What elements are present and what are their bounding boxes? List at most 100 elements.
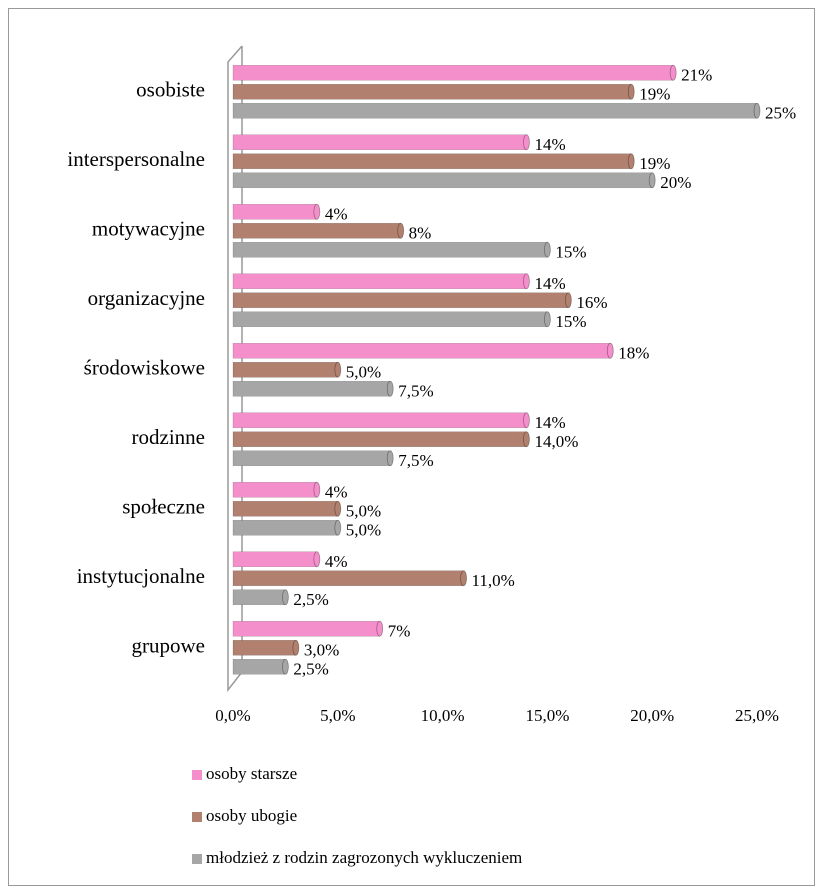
bar-end <box>313 551 321 568</box>
bar <box>232 640 297 656</box>
bar-end <box>523 273 530 290</box>
bar-end <box>627 83 635 100</box>
bar-end <box>627 153 635 170</box>
bar <box>232 153 632 169</box>
bar-end <box>397 222 405 239</box>
bar <box>232 273 527 289</box>
value-label: 7,5% <box>398 451 433 470</box>
value-label: 14% <box>534 135 565 154</box>
bar <box>232 621 380 637</box>
value-label: 19% <box>639 85 670 104</box>
bar-end <box>564 292 572 309</box>
bar-end <box>386 450 394 467</box>
bar <box>232 362 339 378</box>
bar-end <box>523 412 530 429</box>
bar-end <box>334 500 342 517</box>
x-tick-label: 10,0% <box>421 706 465 725</box>
bar-end <box>753 102 761 119</box>
bar <box>232 431 527 447</box>
x-tick-label: 25,0% <box>735 706 779 725</box>
bar-end <box>292 639 300 656</box>
bar-end <box>281 658 289 675</box>
bar-end <box>334 519 342 536</box>
bar <box>232 292 569 308</box>
value-label: 14% <box>534 413 565 432</box>
bar-end <box>544 241 551 258</box>
value-label: 11,0% <box>472 571 515 590</box>
bar-end <box>376 620 384 637</box>
value-label: 19% <box>639 154 670 173</box>
value-label: 15% <box>555 312 586 331</box>
bar <box>232 242 548 258</box>
legend-label: osoby ubogie <box>206 806 297 825</box>
bar-end <box>281 589 289 606</box>
value-label: 5,0% <box>346 521 381 540</box>
bar <box>232 343 611 359</box>
bar <box>232 412 527 428</box>
x-tick-label: 5,0% <box>320 706 355 725</box>
bar <box>232 204 318 220</box>
category-label: instytucjonalne <box>77 564 205 588</box>
legend-swatch <box>192 770 202 780</box>
value-label: 4% <box>325 483 348 502</box>
x-tick-label: 0,0% <box>215 706 250 725</box>
bar <box>232 589 286 605</box>
bar <box>232 223 401 239</box>
bar-end <box>648 172 656 189</box>
bar-end <box>606 342 614 359</box>
bar <box>232 551 318 567</box>
value-label: 4% <box>325 205 348 224</box>
value-label: 14,0% <box>534 432 578 451</box>
bar <box>232 172 653 188</box>
legend-swatch <box>192 854 202 864</box>
bar-end <box>523 431 530 448</box>
value-label: 4% <box>325 552 348 571</box>
bar <box>232 103 758 119</box>
bar <box>232 311 548 327</box>
value-label: 15% <box>555 243 586 262</box>
value-label: 25% <box>765 104 796 123</box>
category-label: grupowe <box>132 634 205 658</box>
bar-end <box>334 361 342 378</box>
bar-end <box>669 64 677 81</box>
value-label: 18% <box>618 344 649 363</box>
value-label: 16% <box>576 293 607 312</box>
bar <box>232 501 339 517</box>
value-label: 5,0% <box>346 363 381 382</box>
bar-end <box>386 380 394 397</box>
bar-end <box>544 311 551 328</box>
bar <box>232 65 674 81</box>
bar-end <box>313 481 321 498</box>
category-label: organizacyjne <box>88 286 205 310</box>
bar-end <box>313 203 321 220</box>
category-label: motywacyjne <box>92 217 205 241</box>
bar <box>232 520 339 536</box>
bar <box>232 570 464 586</box>
category-label: interspersonalne <box>67 147 205 171</box>
bar <box>232 482 318 498</box>
value-label: 7,5% <box>398 382 433 401</box>
value-label: 21% <box>681 66 712 85</box>
category-label: osobiste <box>136 78 205 102</box>
bar-end <box>460 570 467 587</box>
value-label: 2,5% <box>293 660 328 679</box>
bar <box>232 134 527 150</box>
bar <box>232 84 632 100</box>
legend-swatch <box>192 812 202 822</box>
bar <box>232 659 286 675</box>
bar <box>232 450 391 466</box>
bar-end <box>523 134 530 151</box>
bar <box>232 381 391 397</box>
value-label: 20% <box>660 173 691 192</box>
value-label: 7% <box>388 622 411 641</box>
x-tick-label: 15,0% <box>525 706 569 725</box>
category-label: środowiskowe <box>84 356 205 380</box>
x-tick-label: 20,0% <box>630 706 674 725</box>
value-label: 5,0% <box>346 502 381 521</box>
category-label: rodzinne <box>132 425 205 449</box>
value-label: 3,0% <box>304 641 339 660</box>
legend-label: młodzież z rodzin zagrozonych wykluczeni… <box>206 848 522 867</box>
category-label: społeczne <box>122 495 205 519</box>
value-label: 14% <box>534 274 565 293</box>
